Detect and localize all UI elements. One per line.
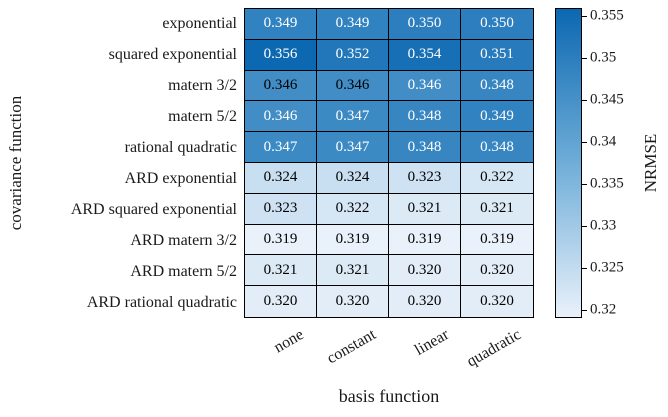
colorbar-tick-mark xyxy=(581,183,587,185)
colorbar-tick-label: 0.35 xyxy=(590,49,617,66)
y-tick-labels: exponential squared exponential matern 3/2… xyxy=(0,8,237,318)
y-tick-label: squared exponential xyxy=(108,45,237,63)
y-tick-label: ARD matern 3/2 xyxy=(130,231,237,249)
heatmap-cell: 0.321 xyxy=(389,193,461,225)
x-tick-label: linear xyxy=(411,326,452,359)
colorbar-title: NRMSE xyxy=(641,133,660,193)
heatmap-cell: 0.348 xyxy=(461,70,533,102)
heatmap-cell: 0.346 xyxy=(245,70,317,102)
colorbar-tick-label: 0.32 xyxy=(590,301,617,318)
heatmap-grid: 0.349 0.349 0.350 0.350 0.356 0.352 0.354 0.351… xyxy=(244,8,534,318)
y-tick-label: ARD rational quadratic xyxy=(86,293,237,311)
heatmap-cell: 0.349 xyxy=(461,101,533,133)
heatmap-cell: 0.347 xyxy=(317,101,389,133)
heatmap-cell: 0.348 xyxy=(389,132,461,163)
heatmap-cell: 0.350 xyxy=(461,9,533,40)
heatmap-cell: 0.319 xyxy=(317,224,389,256)
heatmap-cell: 0.320 xyxy=(389,286,461,317)
colorbar-tick-mark xyxy=(581,16,587,18)
colorbar-tick-label: 0.355 xyxy=(590,7,624,24)
heatmap-cell: 0.320 xyxy=(317,286,389,317)
heatmap-cell: 0.322 xyxy=(461,162,533,194)
heatmap-cell: 0.320 xyxy=(461,286,533,317)
colorbar-tick-label: 0.325 xyxy=(590,259,624,276)
heatmap-cell: 0.352 xyxy=(317,39,389,71)
colorbar-tick-mark xyxy=(581,225,587,227)
heatmap-cell: 0.348 xyxy=(461,132,533,163)
heatmap-cell: 0.356 xyxy=(245,39,317,71)
colorbar-tick-label: 0.34 xyxy=(590,133,617,150)
heatmap-cell: 0.346 xyxy=(245,101,317,133)
heatmap-cell: 0.319 xyxy=(245,224,317,256)
heatmap-cell: 0.347 xyxy=(317,132,389,163)
heatmap-cell: 0.320 xyxy=(461,255,533,287)
heatmap-cell: 0.321 xyxy=(245,255,317,287)
y-tick-label: matern 3/2 xyxy=(168,76,237,94)
x-tick-label: quadratic xyxy=(464,326,525,371)
colorbar-tick-mark xyxy=(581,309,587,311)
heatmap-cell: 0.350 xyxy=(389,9,461,40)
heatmap-cell: 0.320 xyxy=(389,255,461,287)
heatmap-cell: 0.346 xyxy=(317,70,389,102)
x-tick-label: none xyxy=(271,326,307,357)
y-tick-label: exponential xyxy=(162,14,237,32)
heatmap-cell: 0.321 xyxy=(317,255,389,287)
colorbar-tick-label: 0.33 xyxy=(590,217,617,234)
colorbar-tick-label: 0.345 xyxy=(590,91,624,108)
heatmap-cell: 0.347 xyxy=(245,132,317,163)
y-tick-label: rational quadratic xyxy=(124,138,237,156)
heatmap-cell: 0.321 xyxy=(461,193,533,225)
colorbar-tick-mark xyxy=(581,142,587,144)
colorbar xyxy=(555,8,582,318)
heatmap-cell: 0.349 xyxy=(245,9,317,40)
colorbar-tick-label: 0.335 xyxy=(590,175,624,192)
y-tick-label: matern 5/2 xyxy=(168,107,237,125)
heatmap-cell: 0.354 xyxy=(389,39,461,71)
y-tick-label: ARD matern 5/2 xyxy=(130,262,237,280)
heatmap-cell: 0.348 xyxy=(389,101,461,133)
colorbar-tick-mark xyxy=(581,100,587,102)
heatmap-cell: 0.324 xyxy=(317,162,389,194)
y-tick-label: ARD exponential xyxy=(124,169,237,187)
heatmap-cell: 0.319 xyxy=(461,224,533,256)
heatmap-cell: 0.320 xyxy=(245,286,317,317)
heatmap-cell: 0.346 xyxy=(389,70,461,102)
x-axis-title: basis function xyxy=(338,386,440,406)
x-tick-label: constant xyxy=(324,326,380,368)
colorbar-tick-mark xyxy=(581,267,587,269)
heatmap-cell: 0.324 xyxy=(245,162,317,194)
heatmap-cell: 0.322 xyxy=(317,193,389,225)
y-tick-label: ARD squared exponential xyxy=(70,200,237,218)
heatmap-cell: 0.349 xyxy=(317,9,389,40)
heatmap-cell: 0.323 xyxy=(245,193,317,225)
heatmap-cell: 0.323 xyxy=(389,162,461,194)
heatmap-cell: 0.319 xyxy=(389,224,461,256)
colorbar-tick-mark xyxy=(581,58,587,60)
heatmap-cell: 0.351 xyxy=(461,39,533,71)
